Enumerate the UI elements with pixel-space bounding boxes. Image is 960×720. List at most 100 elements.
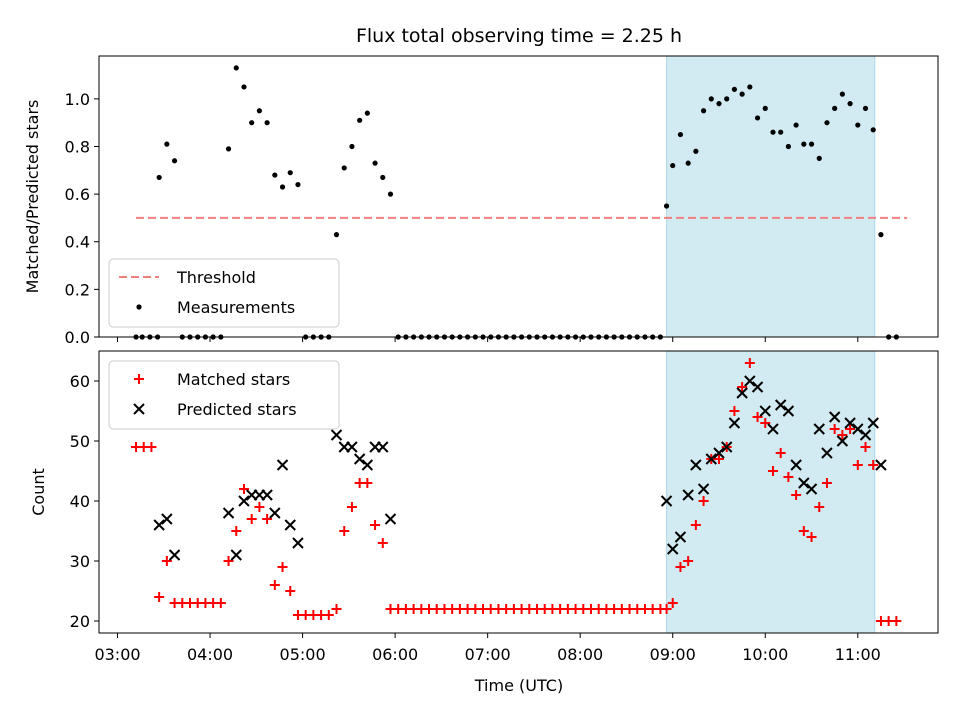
data-point	[372, 160, 378, 166]
y-tick-label: 0.4	[65, 233, 90, 252]
highlight-span	[666, 56, 875, 337]
data-point	[346, 502, 357, 512]
data-point	[154, 592, 165, 602]
data-point	[330, 429, 343, 441]
legend-label: Measurements	[177, 298, 295, 317]
data-point	[353, 453, 366, 465]
legend-box	[108, 360, 340, 430]
data-point	[762, 105, 768, 111]
data-point	[153, 519, 165, 531]
data-point	[690, 520, 701, 530]
data-point	[778, 129, 784, 135]
data-point	[868, 460, 879, 470]
data-point	[814, 502, 825, 512]
legend-label: Matched stars	[177, 370, 290, 389]
data-point	[724, 96, 730, 102]
data-point	[349, 143, 355, 150]
data-point	[685, 160, 691, 166]
data-point	[254, 502, 265, 512]
data-point	[276, 459, 289, 471]
data-point	[862, 105, 869, 111]
data-point	[215, 598, 226, 608]
x-tick-label: 03:00	[94, 645, 140, 664]
data-point	[284, 519, 296, 531]
y-tick-label: 60	[70, 372, 90, 391]
data-point	[759, 405, 771, 417]
data-point	[847, 101, 853, 107]
data-point	[333, 232, 340, 238]
data-point	[377, 538, 388, 548]
data-point	[362, 478, 373, 488]
bottom-panel: 20 30 40 50 60 03:00 04:00 05:00 06:00 07:00 08:00…	[70, 350, 939, 664]
data-point	[364, 110, 370, 116]
data-point	[737, 382, 748, 392]
y-tick-label: 0.8	[65, 137, 90, 156]
data-point	[223, 556, 234, 566]
data-point	[164, 141, 170, 147]
x-tick-label: 04:00	[187, 645, 233, 664]
highlight-span	[666, 351, 875, 633]
y-tick-label: 0.0	[65, 328, 90, 347]
data-point	[264, 120, 270, 126]
data-point	[269, 580, 280, 590]
data-point	[860, 442, 871, 452]
data-point	[285, 586, 296, 596]
x-axis-label: Time (UTC)	[474, 676, 563, 695]
data-point	[380, 174, 386, 181]
data-point	[230, 549, 242, 561]
data-point	[824, 120, 830, 126]
data-point	[161, 513, 173, 525]
data-point	[249, 120, 255, 126]
data-point	[744, 375, 756, 387]
data-point	[801, 141, 807, 147]
data-point	[731, 86, 738, 92]
y-tick-label: 20	[70, 612, 90, 631]
data-point	[700, 108, 707, 114]
data-point	[774, 399, 787, 411]
data-point	[793, 122, 799, 128]
data-point	[222, 507, 235, 519]
data-point	[859, 429, 872, 441]
data-point	[832, 105, 838, 111]
data-point	[783, 472, 794, 482]
data-point	[675, 562, 686, 572]
data-point	[839, 91, 845, 97]
data-point	[785, 143, 791, 150]
data-point	[813, 423, 825, 435]
data-point	[241, 84, 247, 90]
data-point	[867, 417, 879, 429]
data-point	[698, 496, 709, 506]
data-point	[670, 162, 676, 169]
data-point	[752, 412, 763, 422]
data-point	[295, 181, 301, 188]
data-point	[663, 203, 670, 209]
data-point	[256, 108, 262, 114]
data-point	[747, 84, 753, 90]
data-point	[377, 441, 389, 453]
data-point	[806, 532, 817, 542]
data-point	[674, 531, 687, 543]
data-point	[667, 598, 678, 608]
data-point	[716, 101, 722, 107]
y-tick-label: 0.2	[65, 280, 90, 299]
data-point	[384, 513, 397, 525]
data-point	[891, 616, 902, 626]
y-tick-label: 0.6	[65, 185, 90, 204]
data-point	[708, 96, 714, 102]
data-point	[767, 423, 779, 435]
x-tick-label: 05:00	[280, 645, 326, 664]
data-point	[844, 417, 856, 429]
x-tick-label: 10:00	[742, 645, 788, 664]
data-point	[661, 604, 672, 614]
data-point	[728, 417, 741, 429]
data-point	[339, 526, 350, 536]
data-point	[357, 117, 363, 123]
data-point	[272, 172, 278, 178]
data-point	[292, 537, 304, 549]
data-point	[791, 490, 802, 500]
bottom-y-axis-label: Count	[29, 468, 48, 516]
data-point	[770, 129, 776, 135]
data-point	[767, 466, 778, 476]
data-point	[246, 514, 257, 524]
data-point	[683, 556, 694, 566]
